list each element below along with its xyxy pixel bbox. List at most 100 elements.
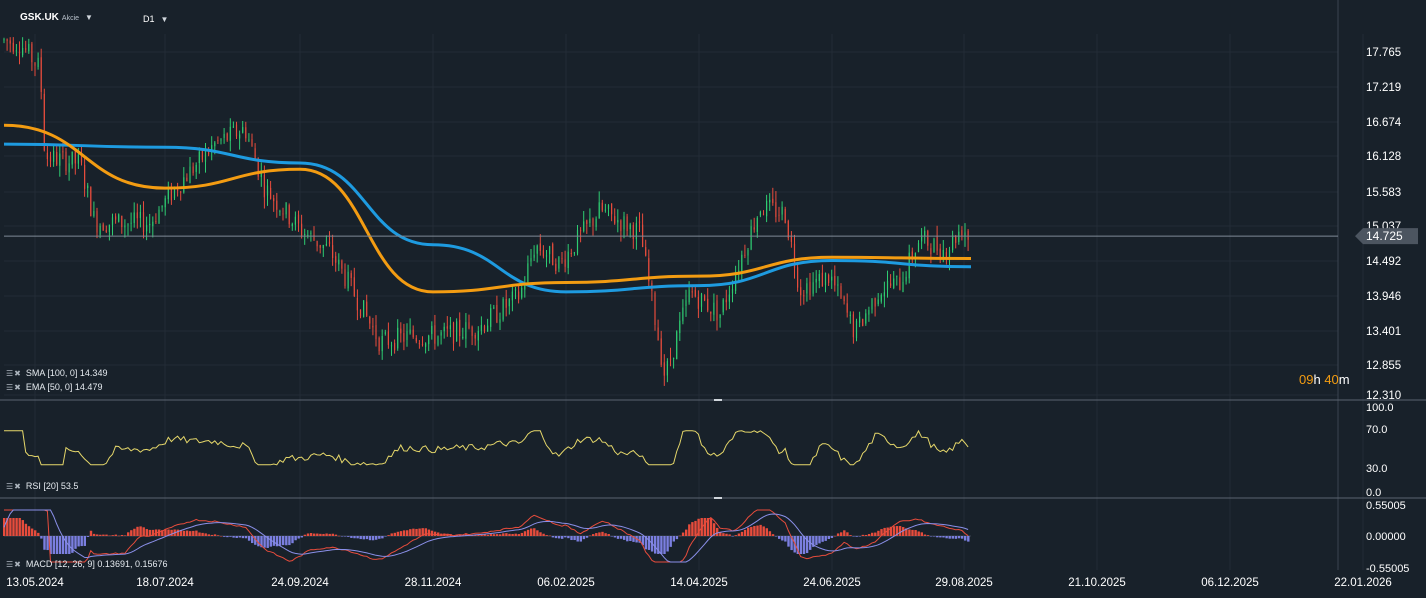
candle-body	[313, 234, 315, 241]
macd-histogram-bar	[892, 526, 896, 536]
candle-body	[164, 198, 166, 208]
legend-rsi: ☰✖ RSI [20] 53.5	[6, 481, 78, 491]
candle-body	[71, 151, 73, 165]
candle-body	[409, 329, 411, 334]
settings-close-icon[interactable]: ☰✖	[6, 369, 22, 378]
macd-histogram-bar	[883, 527, 886, 536]
candle-body	[567, 251, 569, 269]
macd-histogram-bar	[223, 536, 226, 537]
macd-histogram-bar	[254, 536, 257, 545]
macd-histogram-bar	[864, 534, 868, 536]
candle-body	[679, 320, 681, 334]
candle-body	[852, 314, 854, 338]
macd-histogram-bar	[123, 535, 127, 536]
macd-histogram-bar	[582, 536, 586, 540]
macd-histogram-bar	[77, 536, 80, 547]
candle-body	[862, 319, 864, 326]
timeframe-selector[interactable]: D1 ▼	[143, 14, 168, 24]
candle-body	[586, 220, 588, 224]
macd-histogram-bar	[269, 536, 272, 547]
macd-histogram-bar	[846, 532, 849, 536]
candle-body	[49, 156, 52, 162]
macd-histogram-bar	[610, 536, 613, 537]
macd-histogram-bar	[923, 534, 927, 536]
macd-histogram-bar	[396, 531, 400, 536]
candle-body	[660, 338, 662, 365]
rsi-tick-label: 70.0	[1366, 424, 1387, 436]
candle-body	[452, 322, 455, 344]
current-price-badge	[1355, 228, 1418, 245]
macd-histogram-bar	[771, 534, 775, 536]
macd-histogram-bar	[480, 534, 483, 536]
candle-body	[843, 296, 845, 302]
legend-sma: ☰✖ SMA [100, 0] 14.349	[6, 368, 107, 378]
macd-histogram-bar	[306, 533, 310, 536]
symbol-selector[interactable]: GSK.UK Akcie ▼	[20, 12, 93, 23]
macd-histogram-bar	[9, 518, 12, 536]
macd-histogram-bar	[195, 530, 198, 536]
macd-histogram-bar	[666, 536, 669, 552]
macd-histogram-bar	[198, 532, 201, 536]
candle-body	[911, 251, 913, 260]
macd-histogram-bar	[213, 534, 217, 536]
candle-body	[99, 225, 101, 235]
candle-body	[511, 291, 513, 301]
macd-histogram-bar	[164, 529, 167, 536]
candle-body	[958, 231, 960, 243]
macd-histogram-bar	[957, 536, 961, 539]
timer-minutes: 40	[1324, 372, 1339, 387]
macd-histogram-bar	[706, 518, 710, 536]
macd-histogram-bar	[319, 533, 322, 536]
candle-body	[288, 205, 290, 225]
candle-body	[217, 140, 219, 142]
macd-histogram-bar	[489, 534, 493, 536]
macd-histogram-bar	[802, 536, 806, 554]
macd-histogram-bar	[18, 518, 21, 536]
settings-close-icon[interactable]: ☰✖	[6, 482, 22, 491]
candle-body	[614, 216, 616, 224]
macd-signal-line[interactable]	[3, 509, 969, 563]
macd-histogram-bar	[774, 536, 778, 537]
pane-resize-handle[interactable]	[714, 497, 722, 499]
macd-histogram-bar	[15, 518, 18, 536]
macd-histogram-bar	[874, 532, 877, 536]
rsi-line[interactable]	[4, 429, 969, 466]
candle-body	[381, 336, 383, 352]
pane-resize-handle[interactable]	[714, 399, 722, 401]
macd-histogram-bar	[145, 529, 148, 536]
candle-body	[750, 226, 752, 250]
candle-body	[350, 273, 352, 278]
candle-body	[263, 175, 265, 198]
candle-body	[549, 246, 551, 255]
candle-body	[18, 51, 21, 54]
ema-line[interactable]	[3, 123, 972, 294]
macd-histogram-bar	[30, 528, 34, 536]
candle-body	[105, 230, 107, 232]
macd-histogram-bar	[27, 526, 31, 536]
candle-body	[487, 325, 489, 332]
macd-histogram-bar	[241, 536, 245, 539]
candle-body	[282, 213, 284, 215]
candle-body	[118, 214, 120, 222]
candle-body	[446, 326, 448, 329]
candle-body	[248, 139, 250, 141]
macd-histogram-bar	[840, 532, 843, 536]
macd-histogram-bar	[573, 536, 576, 541]
candle-body	[493, 307, 495, 309]
time-tick-label: 06.12.2025	[1201, 577, 1259, 589]
candle-body	[629, 224, 631, 230]
macd-histogram-bar	[951, 536, 954, 539]
candle-body	[521, 287, 523, 298]
macd-histogram-bar	[877, 530, 880, 536]
candle-body	[291, 223, 293, 227]
macd-histogram-bar	[576, 536, 579, 542]
macd-line[interactable]	[4, 509, 969, 563]
candle-body	[273, 198, 275, 202]
settings-close-icon[interactable]: ☰✖	[6, 560, 22, 569]
sma-line[interactable]	[3, 142, 972, 294]
settings-close-icon[interactable]: ☰✖	[6, 383, 22, 392]
candle-body	[31, 43, 33, 63]
macd-histogram-bar	[647, 536, 651, 550]
